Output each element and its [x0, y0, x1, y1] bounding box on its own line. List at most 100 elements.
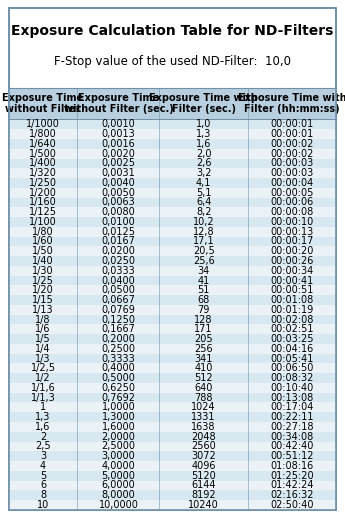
Text: 0,0016: 0,0016 — [101, 139, 135, 149]
Text: 1/1000: 1/1000 — [26, 119, 60, 129]
Text: 0,0025: 0,0025 — [101, 159, 136, 168]
Text: 00:00:06: 00:00:06 — [270, 197, 314, 208]
Text: 1/4: 1/4 — [35, 344, 51, 354]
Text: 1/250: 1/250 — [29, 178, 57, 188]
Text: 00:08:32: 00:08:32 — [270, 373, 314, 383]
Bar — [9, 285, 336, 295]
Text: 00:42:40: 00:42:40 — [270, 441, 314, 452]
Text: 0,0167: 0,0167 — [101, 236, 135, 247]
Bar — [9, 334, 336, 344]
Text: 1/5: 1/5 — [35, 334, 51, 344]
Text: F-Stop value of the used ND-Filter:  10,0: F-Stop value of the used ND-Filter: 10,0 — [54, 55, 291, 68]
Bar — [9, 168, 336, 178]
Text: 41: 41 — [197, 276, 210, 285]
Text: 1/80: 1/80 — [32, 227, 54, 237]
Text: 00:06:50: 00:06:50 — [270, 364, 314, 373]
Text: 17,1: 17,1 — [193, 236, 215, 247]
Text: 0,0200: 0,0200 — [101, 246, 135, 256]
Bar — [9, 324, 336, 334]
Bar — [9, 315, 336, 324]
Bar — [9, 149, 336, 159]
Bar — [9, 471, 336, 480]
Text: 4,0000: 4,0000 — [101, 461, 135, 471]
Bar — [9, 305, 336, 315]
Text: 10: 10 — [37, 500, 49, 510]
Bar — [9, 246, 336, 256]
Text: 5120: 5120 — [191, 471, 216, 480]
Text: 2,6: 2,6 — [196, 159, 211, 168]
Text: 1/1,6: 1/1,6 — [31, 383, 56, 393]
Text: 8192: 8192 — [191, 490, 216, 500]
Bar — [9, 217, 336, 227]
Text: 68: 68 — [197, 295, 210, 305]
Text: 0,0063: 0,0063 — [101, 197, 135, 208]
Text: 00:01:19: 00:01:19 — [270, 305, 314, 315]
Bar — [9, 412, 336, 422]
Text: 51: 51 — [197, 285, 210, 295]
Text: 0,2000: 0,2000 — [101, 334, 135, 344]
Text: 1/320: 1/320 — [29, 168, 57, 178]
Text: 00:00:41: 00:00:41 — [270, 276, 314, 285]
Text: 0,0031: 0,0031 — [101, 168, 135, 178]
Text: 1,3000: 1,3000 — [101, 412, 135, 422]
Bar — [9, 383, 336, 393]
Text: 00:00:04: 00:00:04 — [270, 178, 314, 188]
Text: 00:05:41: 00:05:41 — [270, 354, 314, 364]
Text: 00:34:08: 00:34:08 — [270, 432, 314, 442]
Text: 1/13: 1/13 — [32, 305, 54, 315]
Text: 2,0000: 2,0000 — [101, 432, 135, 442]
Bar — [9, 480, 336, 490]
Text: 00:00:02: 00:00:02 — [270, 139, 314, 149]
Text: 640: 640 — [195, 383, 213, 393]
Text: 1,6: 1,6 — [196, 139, 211, 149]
Text: 00:00:17: 00:00:17 — [270, 236, 314, 247]
Text: 01:08:16: 01:08:16 — [270, 461, 314, 471]
Text: 6,0000: 6,0000 — [101, 480, 135, 490]
Bar — [9, 139, 336, 149]
Text: 00:00:51: 00:00:51 — [270, 285, 314, 295]
Text: 4,1: 4,1 — [196, 178, 211, 188]
Text: 2,5000: 2,5000 — [101, 441, 136, 452]
Bar — [9, 490, 336, 500]
Text: 00:22:11: 00:22:11 — [270, 412, 314, 422]
Text: 00:04:16: 00:04:16 — [270, 344, 314, 354]
Text: 2560: 2560 — [191, 441, 216, 452]
Bar — [9, 178, 336, 188]
Text: 5,0000: 5,0000 — [101, 471, 135, 480]
Text: 00:00:34: 00:00:34 — [270, 266, 314, 276]
Text: 1,0000: 1,0000 — [101, 402, 135, 413]
Text: 1: 1 — [40, 402, 46, 413]
Text: 8: 8 — [40, 490, 46, 500]
Text: 01:42:24: 01:42:24 — [270, 480, 314, 490]
Bar — [9, 208, 336, 217]
Text: 10,0000: 10,0000 — [98, 500, 138, 510]
Text: 1/8: 1/8 — [35, 315, 51, 324]
Text: 20,5: 20,5 — [193, 246, 215, 256]
Text: 1/15: 1/15 — [32, 295, 54, 305]
Text: 410: 410 — [195, 364, 213, 373]
Bar — [9, 422, 336, 432]
Text: 2: 2 — [40, 432, 46, 442]
Text: 0,6250: 0,6250 — [101, 383, 136, 393]
Bar — [9, 461, 336, 471]
Text: 79: 79 — [197, 305, 210, 315]
Bar — [9, 364, 336, 373]
Text: 00:03:25: 00:03:25 — [270, 334, 314, 344]
Text: 00:00:01: 00:00:01 — [270, 129, 314, 139]
Text: 1,3: 1,3 — [35, 412, 51, 422]
Text: 00:01:08: 00:01:08 — [270, 295, 314, 305]
Text: 00:02:08: 00:02:08 — [270, 315, 314, 324]
Text: 0,7692: 0,7692 — [101, 392, 136, 403]
Text: 00:27:18: 00:27:18 — [270, 422, 314, 432]
Text: Exposure Time with
Filter (sec.): Exposure Time with Filter (sec.) — [149, 93, 258, 114]
Text: 256: 256 — [194, 344, 213, 354]
Bar — [9, 295, 336, 305]
Text: 1,6: 1,6 — [35, 422, 51, 432]
Bar — [9, 129, 336, 139]
Text: 341: 341 — [195, 354, 213, 364]
Text: 4: 4 — [40, 461, 46, 471]
Text: 3: 3 — [40, 451, 46, 461]
Text: 2,0: 2,0 — [196, 149, 211, 159]
Text: 00:00:20: 00:00:20 — [270, 246, 314, 256]
Text: 25,6: 25,6 — [193, 256, 215, 266]
